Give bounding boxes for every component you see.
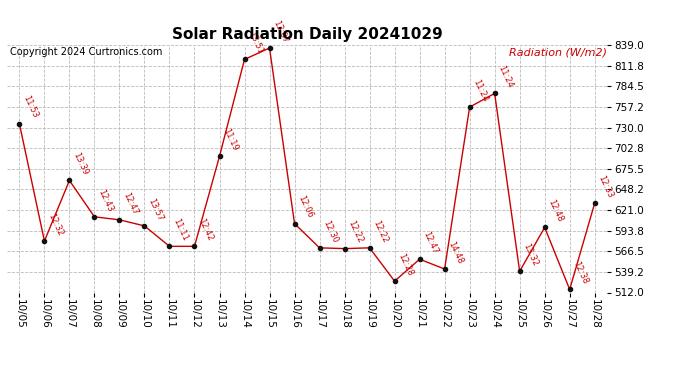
Text: 12:28: 12:28 bbox=[397, 252, 415, 278]
Text: 13:57: 13:57 bbox=[146, 196, 165, 222]
Text: 13:39: 13:39 bbox=[72, 151, 90, 177]
Text: 12:48: 12:48 bbox=[546, 198, 565, 223]
Text: 12:47: 12:47 bbox=[121, 190, 139, 216]
Text: Copyright 2024 Curtronics.com: Copyright 2024 Curtronics.com bbox=[10, 48, 162, 57]
Text: 12:06: 12:06 bbox=[297, 194, 315, 220]
Text: 12:43: 12:43 bbox=[97, 188, 115, 213]
Text: 11:24: 11:24 bbox=[472, 78, 490, 103]
Text: 12:33: 12:33 bbox=[597, 174, 615, 200]
Text: 12:30: 12:30 bbox=[322, 219, 339, 244]
Text: Radiation (W/m2): Radiation (W/m2) bbox=[509, 48, 607, 57]
Text: 12:42: 12:42 bbox=[197, 217, 215, 243]
Text: 12:38: 12:38 bbox=[572, 260, 590, 286]
Text: 13:32: 13:32 bbox=[522, 242, 540, 267]
Text: 14:48: 14:48 bbox=[446, 240, 465, 265]
Text: 11:11: 11:11 bbox=[172, 217, 190, 243]
Text: 12:22: 12:22 bbox=[346, 219, 365, 245]
Text: 12:47: 12:47 bbox=[422, 230, 440, 255]
Text: 12:22: 12:22 bbox=[372, 219, 390, 244]
Text: 12:32: 12:32 bbox=[46, 212, 65, 237]
Text: 13:51: 13:51 bbox=[246, 30, 265, 56]
Text: 11:24: 11:24 bbox=[497, 64, 515, 90]
Text: 11:19: 11:19 bbox=[221, 127, 239, 153]
Text: 11:53: 11:53 bbox=[21, 94, 39, 120]
Title: Solar Radiation Daily 20241029: Solar Radiation Daily 20241029 bbox=[172, 27, 442, 42]
Text: 13:07: 13:07 bbox=[272, 19, 290, 44]
